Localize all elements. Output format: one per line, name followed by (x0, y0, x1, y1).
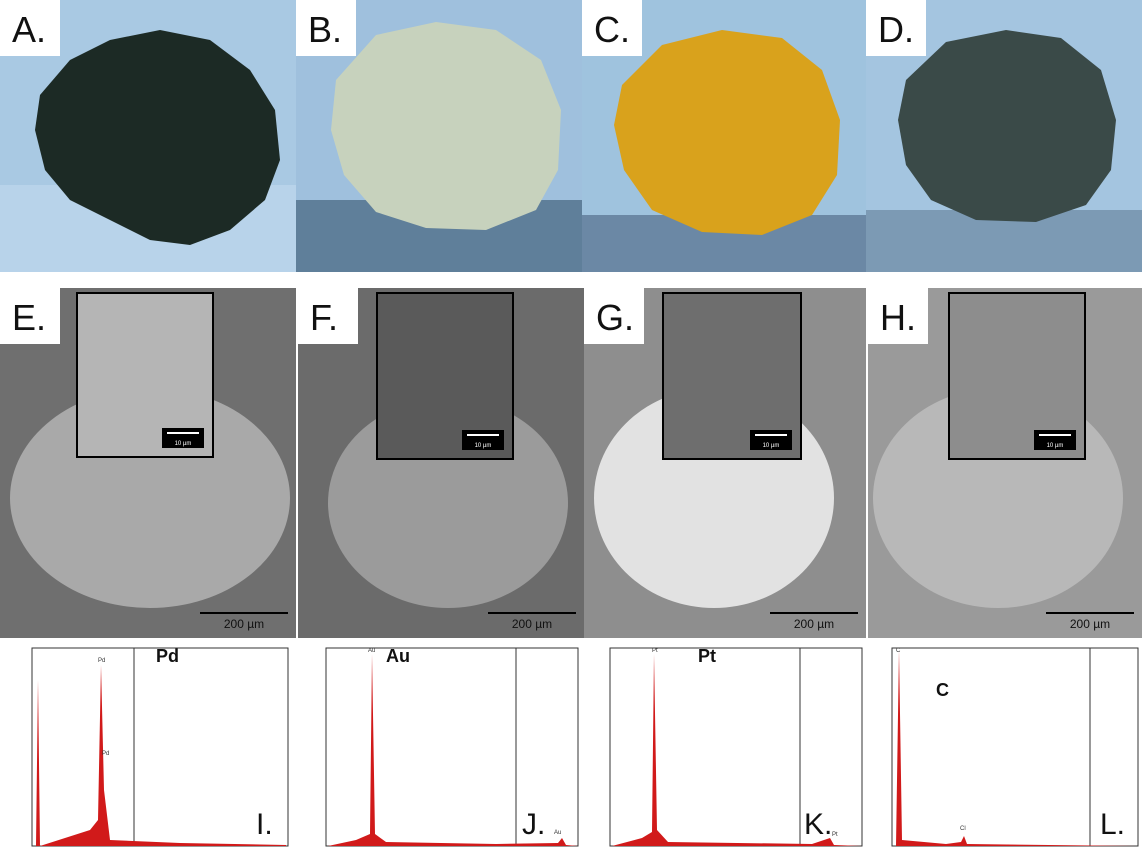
eds-l-element: C (936, 680, 949, 701)
eds-j-element: Au (386, 646, 410, 667)
panel-label-e: E. (0, 288, 60, 344)
eds-k-element: Pt (698, 646, 716, 667)
sem-e-inset-scale-text: 10 µm (162, 441, 204, 447)
sem-f-scale-text: 200 µm (486, 617, 578, 631)
eds-panel-j: Au Au Au J. (296, 640, 582, 854)
sem-e-scale-text: 200 µm (198, 617, 290, 631)
panel-label-c: C. (582, 0, 642, 56)
sem-g-inset-scalebar: 10 µm (750, 430, 792, 450)
sem-e-inset-scalebar: 10 µm (162, 428, 204, 448)
panel-label-a: A. (0, 0, 60, 56)
sem-e-scalebar: 200 µm (198, 612, 290, 634)
panel-label-d: D. (866, 0, 926, 56)
sem-panel-e: 10 µm E. 200 µm (0, 288, 296, 638)
panel-label-f: F. (298, 288, 358, 344)
sem-f-inset: 10 µm (376, 292, 514, 460)
panel-label-l: L. (1100, 808, 1125, 842)
sem-panel-h: 10 µm H. 200 µm (868, 288, 1142, 638)
eds-i-element: Pd (156, 646, 179, 667)
sem-e-inset: 10 µm (76, 292, 214, 458)
panel-label-i: I. (256, 808, 273, 842)
sem-h-scalebar: 200 µm (1044, 612, 1136, 634)
eds-j-minor-label: Au (554, 830, 561, 836)
sem-f-inset-scalebar: 10 µm (462, 430, 504, 450)
eds-k-peak-label: Pt (652, 648, 658, 654)
eds-j-peak-label: Au (368, 648, 375, 654)
eds-k-minor-label: Pt (832, 832, 838, 838)
panel-label-h: H. (868, 288, 928, 344)
sem-panel-f: 10 µm F. 200 µm (298, 288, 584, 638)
sem-g-inset-scale-text: 10 µm (750, 443, 792, 449)
photo-panel-b: B. (296, 0, 582, 272)
sem-h-inset-scale-text: 10 µm (1034, 443, 1076, 449)
panel-label-b: B. (296, 0, 356, 56)
eds-panel-l: C Cl C L. (866, 640, 1142, 854)
photo-panel-c: C. (582, 0, 866, 272)
panel-label-g: G. (584, 288, 644, 344)
eds-i-spectrum: Pd Pd (0, 640, 296, 854)
panel-label-j: J. (522, 808, 545, 842)
photo-panel-d: D. (866, 0, 1142, 272)
sem-f-scalebar: 200 µm (486, 612, 578, 634)
eds-i-minor-label: Pd (102, 751, 109, 757)
sem-g-inset: 10 µm (662, 292, 802, 460)
eds-l-minor-label: Cl (960, 826, 966, 832)
sem-f-inset-scale-text: 10 µm (462, 443, 504, 449)
sem-panel-g: 10 µm G. 200 µm (584, 288, 866, 638)
panel-label-k: K. (804, 808, 832, 842)
sem-g-scale-text: 200 µm (768, 617, 860, 631)
eds-l-peak-label: C (896, 648, 901, 654)
eds-i-peak-label: Pd (98, 658, 105, 664)
eds-panel-k: Pt Pt Pt K. (582, 640, 866, 854)
photo-panel-a: A. (0, 0, 296, 272)
sem-g-scalebar: 200 µm (768, 612, 860, 634)
eds-panel-i: Pd Pd Pd I. (0, 640, 296, 854)
sem-h-scale-text: 200 µm (1044, 617, 1136, 631)
sem-h-inset-scalebar: 10 µm (1034, 430, 1076, 450)
sem-h-inset: 10 µm (948, 292, 1086, 460)
